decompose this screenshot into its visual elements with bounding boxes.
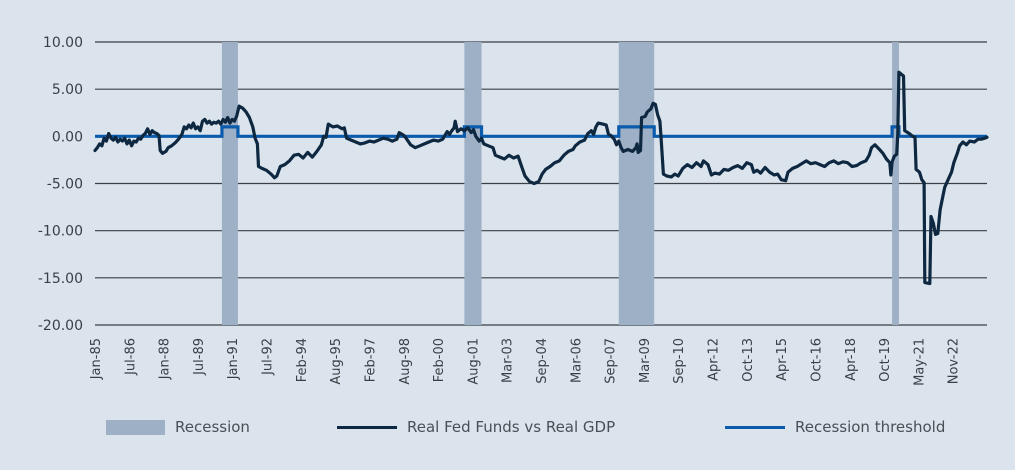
x-tick-label: Sep-10 <box>672 338 687 384</box>
y-tick-label: 10.00 <box>43 35 83 51</box>
y-tick-label: -15.00 <box>38 271 83 287</box>
legend-label: Recession <box>175 418 250 436</box>
y-tick-label: 5.00 <box>52 82 83 98</box>
x-tick-label: Aug-95 <box>329 338 344 385</box>
x-tick-label: Sep-04 <box>535 338 550 384</box>
x-tick-label: Feb-00 <box>432 338 447 382</box>
x-tick-label: Mar-03 <box>501 338 516 383</box>
legend-label: Real Fed Funds vs Real GDP <box>407 418 616 436</box>
x-tick-label: Aug-98 <box>398 338 413 385</box>
legend-label: Recession threshold <box>795 418 946 436</box>
x-tick-label: Oct-16 <box>809 338 824 382</box>
y-tick-label: -20.00 <box>38 318 83 334</box>
recession-band <box>892 42 899 325</box>
x-tick-label: Jan-85 <box>89 338 104 380</box>
main-series <box>93 70 989 286</box>
x-tick-label: May-21 <box>912 338 927 386</box>
line-chart: 10.00 5.00 0.00 -5.00 -10.00 -15.00 -20.00 Jan… <box>38 35 989 386</box>
series-line-recession-threshold <box>95 125 987 138</box>
x-tick-label: Apr-15 <box>775 338 790 381</box>
x-tick-label: Jul-86 <box>123 338 138 376</box>
recession-swatch-icon <box>106 419 165 435</box>
x-tick-label: Mar-06 <box>569 338 584 383</box>
recession-bands <box>221 42 899 325</box>
y-tick-label: -5.00 <box>47 177 83 193</box>
y-tick-label: 0.00 <box>52 129 83 145</box>
x-tick-label: Apr-18 <box>844 338 859 381</box>
recession-band <box>464 42 482 325</box>
x-tick-label: Jan-91 <box>226 338 241 380</box>
x-axis-ticks: Jan-85 Jul-86 Jan-88 Jul-89 Jan-91 Jul-92 Feb-… <box>89 338 962 386</box>
x-tick-label: Oct-19 <box>878 338 893 382</box>
legend-item-recession: Recession <box>106 418 250 436</box>
series-line-real-fed-funds-vs-real-gdp <box>93 70 989 286</box>
y-axis-ticks: 10.00 5.00 0.00 -5.00 -10.00 -15.00 -20.00 <box>38 35 83 334</box>
x-tick-label: Jul-89 <box>192 338 207 376</box>
threshold-series <box>95 125 987 138</box>
x-tick-label: Jul-92 <box>261 338 276 376</box>
threshold-line-swatch-icon <box>725 425 785 429</box>
x-tick-label: Aug-01 <box>466 338 481 385</box>
x-tick-label: Nov-22 <box>947 338 962 384</box>
x-tick-label: Oct-13 <box>741 338 756 382</box>
legend: Recession Real Fed Funds vs Real GDP Rec… <box>0 418 1015 440</box>
series-line-swatch-icon <box>337 425 397 429</box>
recession-band <box>618 42 655 325</box>
recession-band <box>221 42 238 325</box>
x-tick-label: Mar-09 <box>638 338 653 383</box>
legend-item-threshold: Recession threshold <box>725 418 945 436</box>
x-tick-label: Jan-88 <box>158 338 173 380</box>
x-tick-label: Feb-97 <box>363 338 378 382</box>
x-tick-label: Sep-07 <box>604 338 619 384</box>
legend-item-series: Real Fed Funds vs Real GDP <box>337 418 615 436</box>
x-tick-label: Apr-12 <box>707 338 722 381</box>
x-tick-label: Feb-94 <box>295 338 310 382</box>
y-tick-label: -10.00 <box>38 224 83 240</box>
